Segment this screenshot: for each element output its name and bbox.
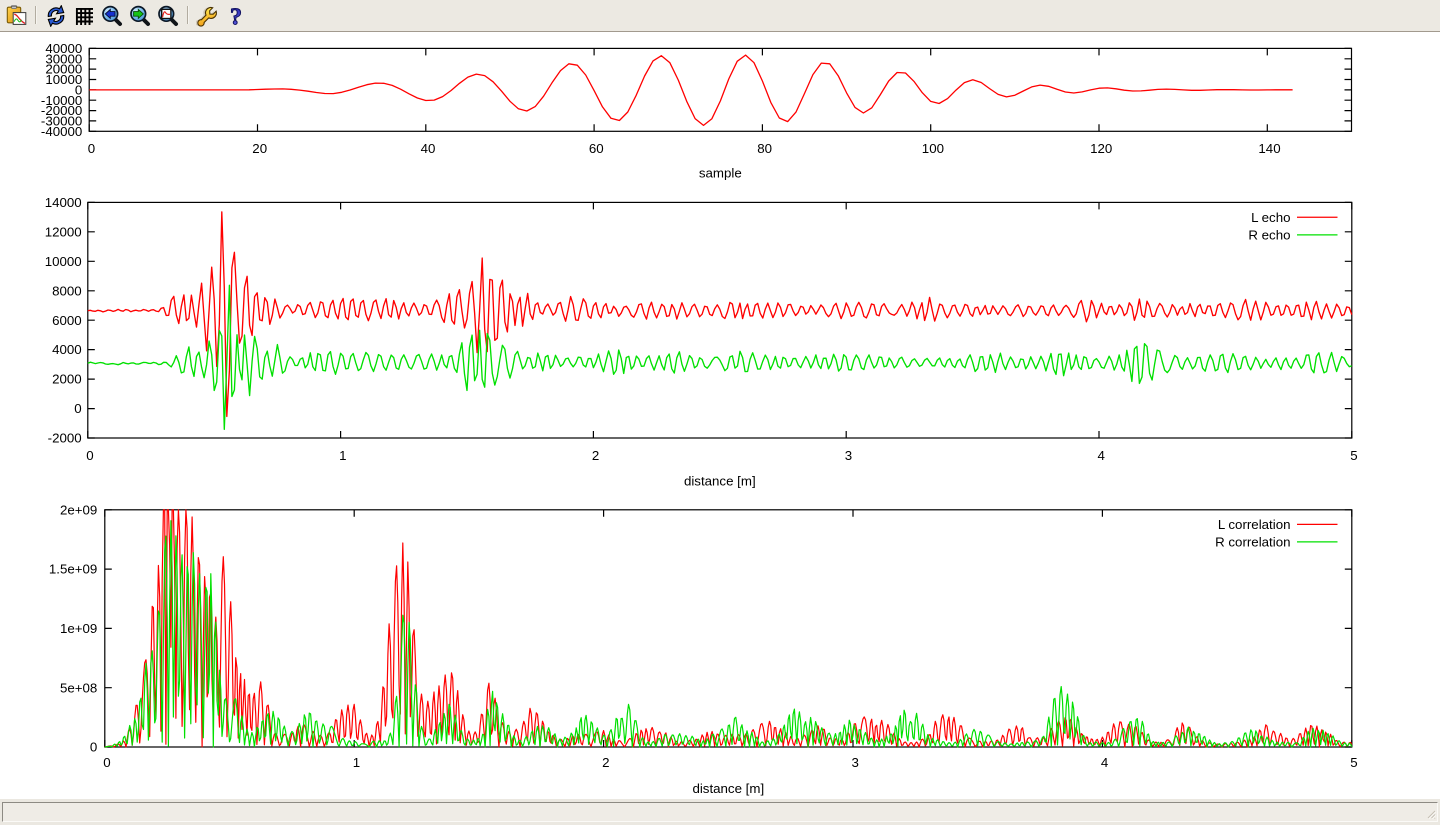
svg-text:-30000: -30000	[41, 114, 82, 129]
svg-text:distance [m]: distance [m]	[684, 474, 756, 489]
svg-text:14000: 14000	[45, 195, 82, 210]
svg-text:0: 0	[86, 448, 93, 463]
svg-text:40: 40	[421, 141, 436, 156]
svg-text:100: 100	[922, 141, 944, 156]
svg-text:-20000: -20000	[41, 103, 82, 118]
svg-text:30000: 30000	[45, 51, 82, 66]
svg-text:-2000: -2000	[48, 431, 82, 446]
svg-text:0: 0	[75, 83, 82, 98]
svg-text:20000: 20000	[45, 62, 82, 77]
svg-text:2: 2	[602, 755, 609, 770]
svg-text:10000: 10000	[45, 254, 82, 269]
svg-text:?: ?	[230, 5, 242, 29]
svg-text:1e+09: 1e+09	[60, 621, 97, 636]
svg-text:R correlation: R correlation	[1215, 535, 1290, 550]
svg-text:0: 0	[88, 141, 95, 156]
svg-text:distance [m]: distance [m]	[692, 781, 764, 796]
svg-text:3: 3	[845, 448, 852, 463]
svg-text:0: 0	[74, 401, 81, 416]
svg-text:0: 0	[103, 755, 110, 770]
svg-text:2: 2	[592, 448, 599, 463]
svg-text:5e+08: 5e+08	[60, 680, 97, 695]
svg-text:R echo: R echo	[1248, 228, 1290, 243]
svg-text:-10000: -10000	[41, 93, 82, 108]
svg-text:80: 80	[757, 141, 772, 156]
svg-text:-40000: -40000	[41, 124, 82, 139]
svg-text:12000: 12000	[45, 224, 82, 239]
svg-text:8000: 8000	[52, 283, 82, 298]
svg-text:L correlation: L correlation	[1218, 517, 1291, 532]
svg-text:0: 0	[90, 740, 97, 755]
svg-text:20: 20	[252, 141, 267, 156]
svg-text:60: 60	[589, 141, 604, 156]
svg-text:3: 3	[851, 755, 858, 770]
svg-text:4: 4	[1097, 448, 1104, 463]
svg-text:6000: 6000	[52, 313, 82, 328]
svg-text:1: 1	[339, 448, 346, 463]
svg-text:sample: sample	[699, 166, 742, 181]
svg-text:2000: 2000	[52, 372, 82, 387]
svg-text:10000: 10000	[45, 72, 82, 87]
svg-text:4000: 4000	[52, 342, 82, 357]
svg-text:4: 4	[1101, 755, 1108, 770]
svg-text:140: 140	[1258, 141, 1280, 156]
svg-text:1: 1	[353, 755, 360, 770]
svg-text:5: 5	[1350, 755, 1357, 770]
svg-text:120: 120	[1090, 141, 1112, 156]
svg-text:1.5e+09: 1.5e+09	[49, 562, 97, 577]
svg-text:40000: 40000	[45, 41, 82, 56]
svg-text:2e+09: 2e+09	[60, 502, 97, 517]
svg-text:L echo: L echo	[1251, 210, 1290, 225]
svg-text:5: 5	[1350, 448, 1357, 463]
